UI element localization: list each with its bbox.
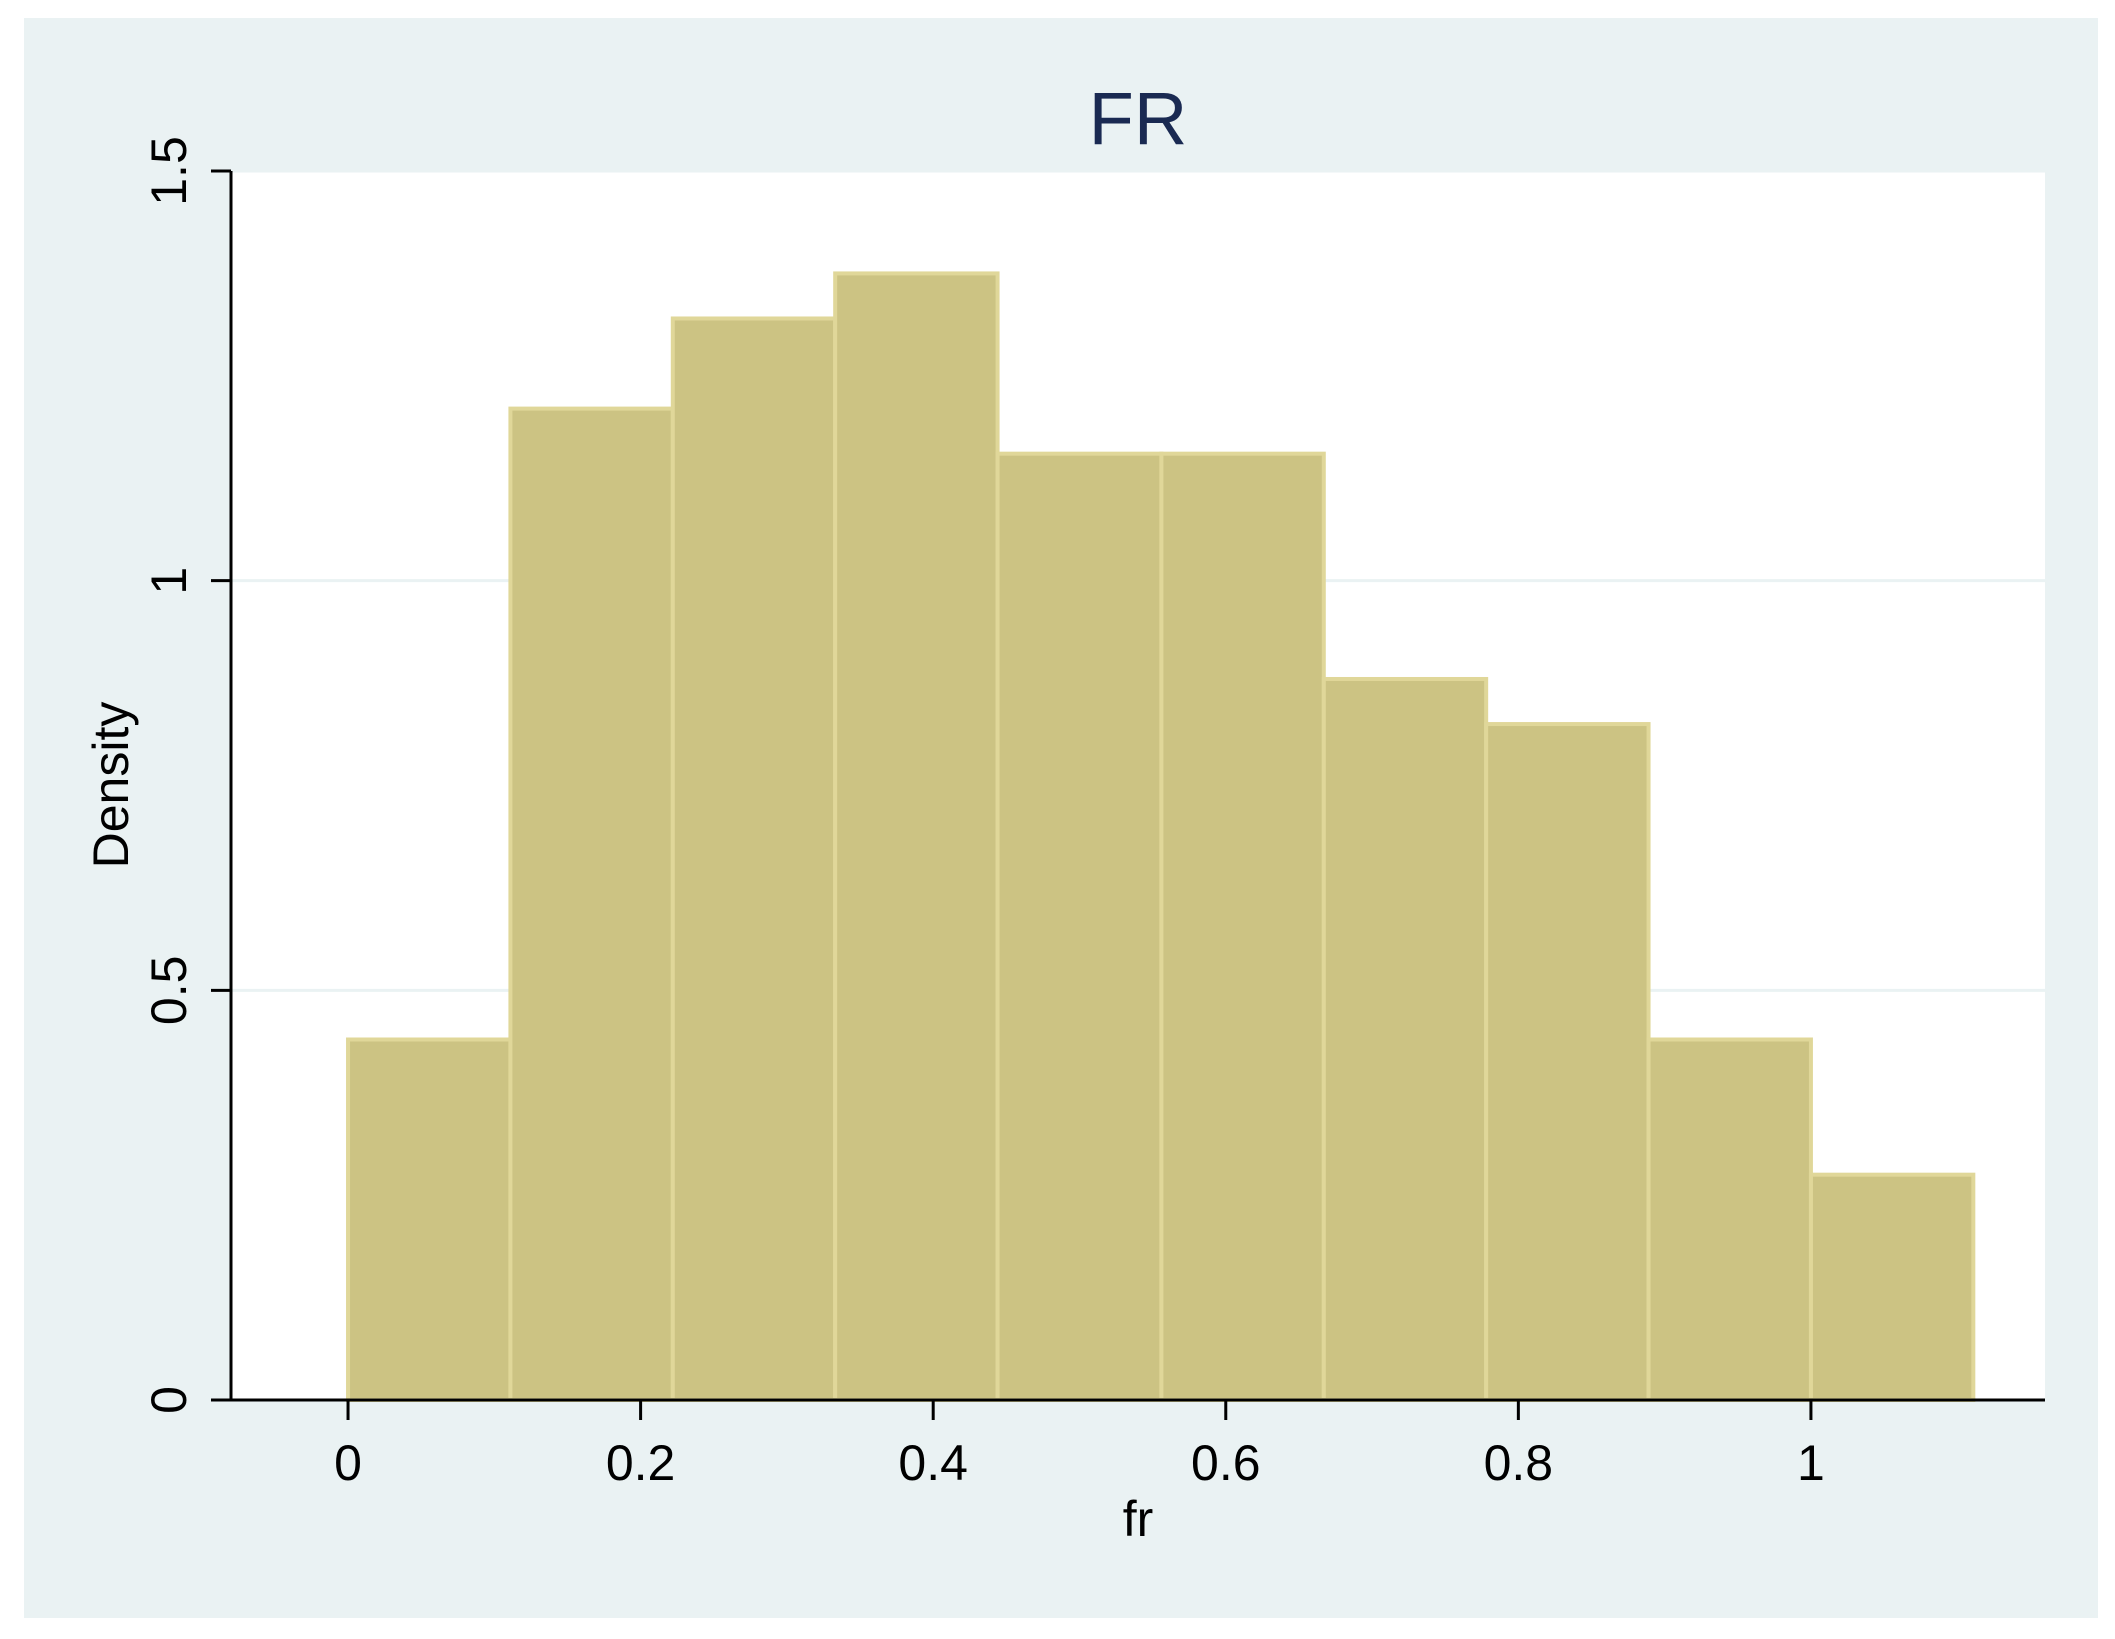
axes <box>229 171 2045 1402</box>
histogram-bar-8 <box>1646 1037 1813 1402</box>
x-axis-title: fr <box>1123 1491 1154 1547</box>
histogram-bar-5 <box>1159 451 1326 1403</box>
y-ticks: 0 0.5 1 1.5 <box>141 136 231 1414</box>
chart-title: FR <box>1089 77 1188 160</box>
x-tick-label-5: 1 <box>1797 1435 1825 1491</box>
histogram-bar-6 <box>1321 676 1489 1402</box>
x-tick-label-0: 0 <box>334 1435 362 1491</box>
x-tick-label-4: 0.8 <box>1484 1435 1554 1491</box>
histogram-bar-1 <box>508 406 675 1402</box>
histogram-bar-7 <box>1484 722 1651 1402</box>
x-tick-label-2: 0.4 <box>898 1435 968 1491</box>
y-tick-label-3: 1.5 <box>141 136 197 206</box>
histogram-bar-9 <box>1808 1172 1976 1403</box>
histogram-bars <box>346 271 1976 1403</box>
histogram-bar-4 <box>995 451 1164 1403</box>
y-axis-title: Density <box>83 702 139 869</box>
x-tick-label-1: 0.2 <box>606 1435 676 1491</box>
y-tick-label-0: 0 <box>141 1386 197 1414</box>
y-tick-label-2: 1 <box>141 567 197 595</box>
histogram-bar-3 <box>833 271 1000 1403</box>
x-ticks: 0 0.2 0.4 0.6 0.8 1 <box>334 1400 1825 1491</box>
y-tick-label-1: 0.5 <box>141 956 197 1026</box>
histogram-bar-0 <box>346 1037 513 1402</box>
histogram-bar-2 <box>670 316 838 1403</box>
x-tick-label-3: 0.6 <box>1191 1435 1261 1491</box>
